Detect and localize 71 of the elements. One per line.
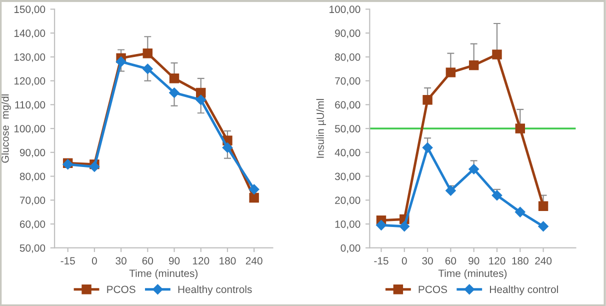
y-axis-title: Insulin µU/ml (316, 99, 326, 158)
x-tick-label: 90 (468, 257, 480, 265)
y-tick-label: 100,00 (14, 125, 46, 134)
y-axis-title: Glucose mg/dl (1, 94, 11, 163)
point (468, 60, 479, 70)
y-tick-label: 150,00 (14, 6, 46, 14)
y-tick-label: 140,00 (14, 30, 46, 38)
x-tick-label: 30 (422, 257, 433, 265)
y-tick-label: 130,00 (14, 53, 46, 62)
y-tick-label: 90,00 (335, 30, 360, 38)
point (492, 50, 502, 60)
legend-label: Healthy controls (178, 285, 252, 296)
x-tick-label: 60 (445, 257, 456, 265)
y-tick-label: 110,00 (15, 101, 46, 110)
y-tick-label: 80,00 (335, 53, 360, 62)
x-tick-label: 180 (220, 257, 236, 265)
legend-label: PCOS (418, 286, 448, 294)
point (196, 88, 206, 98)
point (515, 124, 525, 134)
point (249, 192, 259, 203)
point (399, 221, 410, 232)
point (169, 74, 180, 84)
x-tick-label: 90 (168, 257, 180, 265)
y-tick-label: 30,00 (334, 172, 360, 182)
point (142, 64, 153, 74)
point (422, 142, 433, 153)
y-tick-label: 10,00 (335, 220, 360, 230)
point (422, 95, 432, 105)
y-tick-label: 70,00 (335, 77, 360, 86)
point (376, 220, 386, 230)
y-tick-label: 40,00 (334, 148, 360, 158)
point (142, 48, 153, 58)
point (468, 164, 479, 174)
x-tick-label: 240 (535, 257, 552, 265)
x-tick-label: -15 (60, 257, 75, 265)
point (446, 68, 456, 78)
point (222, 142, 233, 153)
point (89, 162, 100, 172)
y-tick-label: 60,00 (20, 220, 46, 230)
x-tick-label: 0 (402, 257, 407, 265)
y-tick-label: 0,00 (340, 244, 360, 253)
point (492, 190, 502, 200)
point (116, 56, 126, 67)
point (169, 88, 180, 98)
x-tick-label: 180 (512, 257, 528, 265)
y-tick-label: 80,00 (20, 172, 46, 182)
point (515, 206, 526, 218)
x-tick-label: 240 (246, 257, 262, 265)
x-tick-label: -15 (374, 257, 388, 265)
x-tick-label: 0 (92, 257, 97, 265)
x-axis-title: Time (minutes) (438, 269, 507, 280)
y-tick-label: 20,00 (335, 196, 360, 206)
y-tick-label: 100,00 (330, 6, 360, 14)
legend-label: Healthy control (490, 285, 558, 296)
x-axis-title: Time (minutes) (129, 269, 198, 280)
y-tick-label: 60,00 (335, 101, 360, 110)
point (538, 201, 548, 211)
y-tick-label: 90,00 (20, 148, 46, 158)
y-tick-label: 70,00 (20, 196, 46, 206)
y-tick-label: 120,00 (14, 77, 46, 86)
legend-label: PCOS (107, 286, 136, 294)
x-tick-label: 120 (192, 257, 210, 265)
point (196, 94, 206, 105)
x-tick-label: 120 (489, 257, 506, 265)
point (446, 185, 456, 196)
y-tick-label: 50,00 (334, 125, 360, 134)
x-tick-label: 30 (116, 257, 126, 265)
x-tick-label: 60 (142, 257, 154, 265)
point (248, 184, 260, 194)
y-tick-label: 50,00 (20, 244, 46, 253)
point (538, 221, 548, 232)
